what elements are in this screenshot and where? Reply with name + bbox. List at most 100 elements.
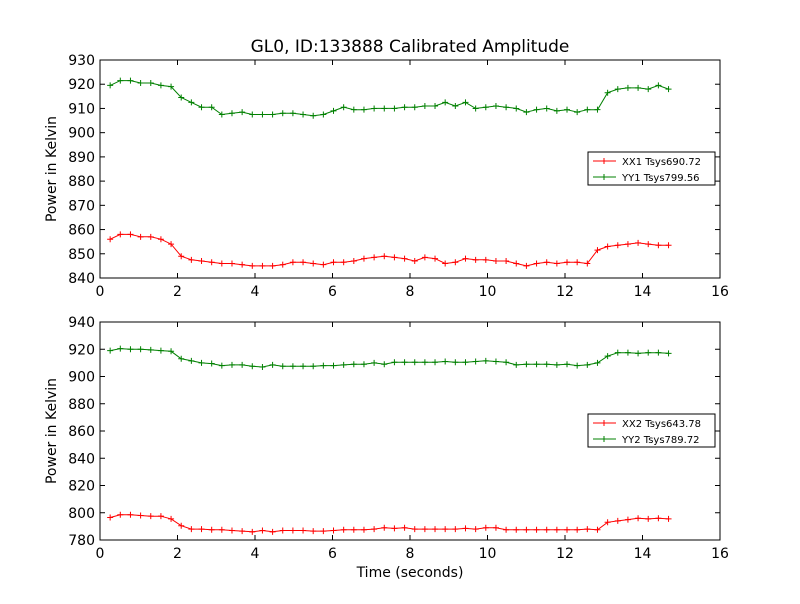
data-point — [320, 111, 327, 118]
data-point — [381, 253, 388, 260]
data-point — [543, 259, 550, 266]
data-point — [198, 258, 205, 265]
data-point — [228, 527, 235, 534]
data-point — [391, 359, 398, 366]
data-point — [168, 348, 175, 355]
data-point — [188, 256, 195, 263]
data-point — [401, 359, 408, 366]
data-point — [381, 524, 388, 531]
series-yy1 — [107, 77, 672, 119]
data-point — [523, 262, 530, 269]
panel-2: 0 2 4 6 8 10 12 14 16 780 800 820 840 860 880 900 920 940… — [44, 315, 729, 562]
data-point — [665, 515, 672, 522]
data-point — [107, 347, 114, 354]
data-point — [178, 253, 185, 260]
data-point — [564, 526, 571, 533]
data-point — [188, 99, 195, 106]
data-point — [269, 361, 276, 368]
data-point — [604, 89, 611, 96]
x-tick-label: 8 — [406, 284, 415, 300]
data-point — [401, 255, 408, 262]
data-point — [381, 105, 388, 112]
data-point — [553, 260, 560, 267]
data-point — [127, 346, 134, 353]
data-point — [432, 359, 439, 366]
data-point — [635, 84, 642, 91]
data-point — [655, 515, 662, 522]
data-point — [645, 241, 652, 248]
data-point — [594, 526, 601, 533]
x-tick-label: 14 — [634, 284, 652, 300]
data-point — [594, 247, 601, 254]
data-point — [462, 359, 469, 366]
data-point — [391, 105, 398, 112]
data-point — [289, 363, 296, 370]
y-tick-label: 870 — [68, 198, 95, 214]
data-point — [360, 361, 367, 368]
y-tick-label: 880 — [68, 397, 95, 413]
data-point — [310, 363, 317, 370]
x-tick-label: 16 — [711, 284, 729, 300]
data-point — [279, 363, 286, 370]
data-point — [259, 262, 266, 269]
data-point — [482, 524, 489, 531]
data-point — [421, 103, 428, 110]
data-point — [655, 349, 662, 356]
data-point — [157, 82, 164, 89]
data-point — [624, 84, 631, 91]
data-point — [208, 360, 215, 367]
data-point — [127, 231, 134, 238]
data-point — [503, 258, 510, 265]
y-tick-label: 800 — [68, 506, 95, 522]
data-point — [513, 105, 520, 112]
y-tick-label: 890 — [68, 150, 95, 166]
legend-marker — [601, 174, 607, 180]
data-point — [401, 524, 408, 531]
data-point — [614, 86, 621, 93]
data-point — [513, 526, 520, 533]
data-point — [381, 361, 388, 368]
data-point — [371, 526, 378, 533]
data-point — [239, 109, 246, 116]
data-point — [574, 526, 581, 533]
data-point — [360, 526, 367, 533]
data-point — [543, 526, 550, 533]
data-point — [310, 112, 317, 119]
data-point — [310, 528, 317, 535]
data-point — [168, 241, 175, 248]
data-point — [198, 359, 205, 366]
data-point — [371, 254, 378, 261]
x-tick-label: 10 — [479, 284, 497, 300]
series-yy2 — [107, 345, 672, 370]
data-point — [462, 255, 469, 262]
data-point — [503, 359, 510, 366]
y-tick-label: 850 — [68, 247, 95, 263]
y-tick-label: 900 — [68, 370, 95, 386]
data-point — [594, 106, 601, 113]
data-point — [127, 77, 134, 84]
data-point — [208, 526, 215, 533]
data-point — [340, 361, 347, 368]
data-point — [564, 361, 571, 368]
x-tick-label: 12 — [556, 546, 574, 562]
data-point — [432, 255, 439, 262]
data-point — [330, 527, 337, 534]
data-point — [452, 359, 459, 366]
x-tick-label: 14 — [634, 546, 652, 562]
data-point — [330, 107, 337, 114]
data-point — [137, 512, 144, 519]
data-point — [228, 110, 235, 117]
x-tick-label: 0 — [96, 546, 105, 562]
data-point — [553, 107, 560, 114]
data-point — [574, 362, 581, 369]
data-point — [645, 349, 652, 356]
data-point — [391, 525, 398, 532]
data-point — [198, 526, 205, 533]
data-point — [635, 350, 642, 357]
legend-box — [587, 151, 716, 186]
legend-marker — [601, 420, 607, 426]
data-point — [239, 528, 246, 535]
data-point — [340, 526, 347, 533]
data-point — [289, 110, 296, 117]
data-point — [269, 262, 276, 269]
